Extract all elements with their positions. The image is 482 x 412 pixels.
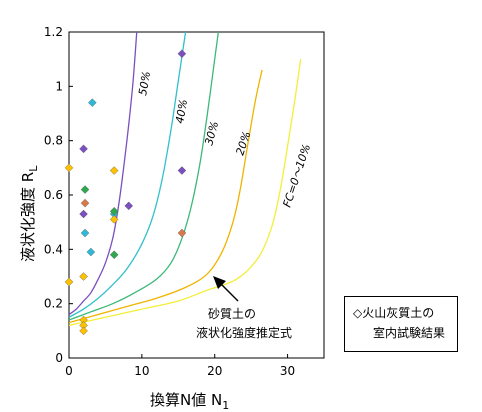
data-point-diamond [109,215,119,224]
annotation-line-1: 砂質土の [208,306,256,321]
curves [68,31,302,327]
legend-line-1: ◇火山灰質土の [353,306,435,320]
y-tick-label: 0.4 [44,242,63,256]
x-axis: 0 10 20 30 [65,354,295,378]
curve-line-0 [68,31,138,316]
data-point-diamond [177,49,187,59]
x-tick-label: 20 [207,364,222,378]
curve-line-1 [68,31,187,318]
curve-label-50: 50% [136,70,153,96]
data-point-diamond [64,277,74,287]
y-axis: 0 0.2 0.4 0.6 0.8 1 1.2 [44,25,73,365]
y-tick-label: 1.2 [44,25,63,39]
x-axis-title: 換算N値 N1 [150,391,229,412]
annotation-line-2: 液状化強度推定式 [196,325,292,340]
legend-box: ◇火山灰質土の 室内試験結果 [344,296,458,352]
data-point-diamond [177,228,187,238]
y-tick-label: 1 [55,79,63,93]
data-point-diamond [109,250,119,260]
data-point-diamond [80,185,90,194]
curve-line-2 [68,31,220,321]
data-point-diamond [80,198,90,208]
data-point-diamond [86,247,96,257]
annotation-arrow [213,276,239,302]
data-point-diamond [109,166,119,175]
y-tick-label: 0.6 [44,188,63,202]
curve-line-4 [68,59,302,327]
data-point-diamond [79,326,88,336]
legend-line-2: 室内試験結果 [373,326,446,340]
y-tick-label: 0 [55,351,63,365]
data-point-diamond [79,144,88,154]
x-tick-label: 30 [280,364,295,378]
data-points [64,49,187,336]
data-point-diamond [80,228,90,238]
data-point-diamond [124,201,134,211]
curve-label-40: 40% [173,98,190,124]
data-point-diamond [79,209,88,219]
y-axis-title: 液状化強度 RL [19,165,40,262]
curve-label-30: 30% [202,120,221,147]
x-tick-label: 10 [134,364,149,378]
data-point-diamond [79,272,88,281]
x-tick-label: 0 [65,364,73,378]
data-point-diamond [88,98,97,107]
y-tick-label: 0.2 [44,297,63,311]
y-tick-label: 0.8 [44,134,63,148]
curve-line-3 [68,69,263,324]
data-point-diamond [64,163,74,173]
data-point-diamond [177,166,187,175]
